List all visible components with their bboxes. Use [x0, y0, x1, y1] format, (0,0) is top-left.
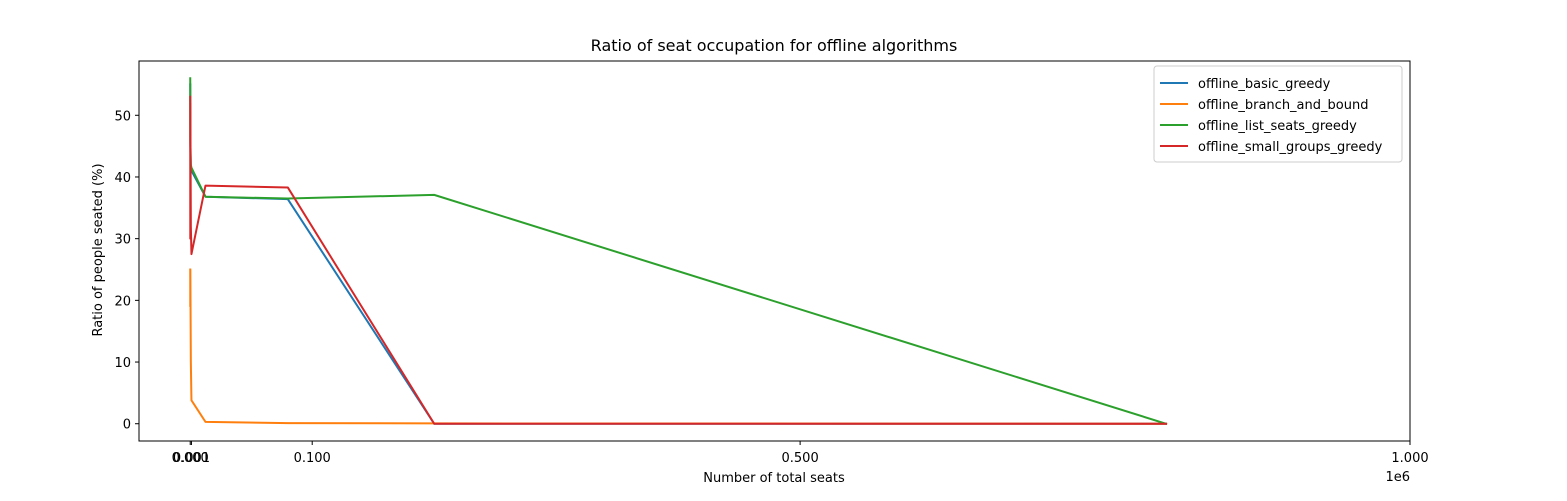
y-tick-label: 0 [123, 418, 131, 433]
x-tick-label: 0.000 [172, 451, 209, 466]
y-tick-label: 30 [114, 233, 131, 248]
plot-frame [138, 60, 1411, 442]
x-tick-label: 0.100 [294, 451, 331, 466]
x-tick-label: 0.001 [173, 451, 210, 466]
y-tick-label: 50 [114, 109, 131, 124]
x-tick-label: 1.000 [1391, 451, 1428, 466]
legend-box [1153, 65, 1403, 163]
y-axis-ticks: 0 10 20 30 40 50 [114, 109, 139, 433]
legend-label-offline-list-seats-greedy: offline_list_seats_greedy [1198, 119, 1357, 134]
plot-area [189, 77, 1168, 425]
legend-label-offline-small-groups-greedy: offline_small_groups_greedy [1198, 140, 1383, 155]
series-line-offline-small-groups-greedy [189, 95, 1168, 425]
x-axis-label: Number of total seats [703, 471, 845, 486]
legend-label-offline-branch-and-bound: offline_branch_and_bound [1198, 98, 1368, 113]
legend-label-offline-basic-greedy: offline_basic_greedy [1198, 77, 1331, 92]
x-axis-offset-label: 1e6 [1385, 470, 1410, 485]
chart-title: Ratio of seat occupation for offline alg… [591, 36, 958, 55]
y-tick-label: 40 [114, 171, 131, 186]
y-tick-label: 10 [114, 356, 131, 371]
legend: offline_basic_greedy offline_branch_and_b… [1153, 65, 1403, 163]
y-axis-label: Ratio of people seated (%) [91, 163, 106, 336]
series-line-offline-branch-and-bound [189, 268, 1168, 425]
y-tick-label: 20 [114, 294, 131, 309]
x-tick-label: 0.500 [782, 451, 819, 466]
